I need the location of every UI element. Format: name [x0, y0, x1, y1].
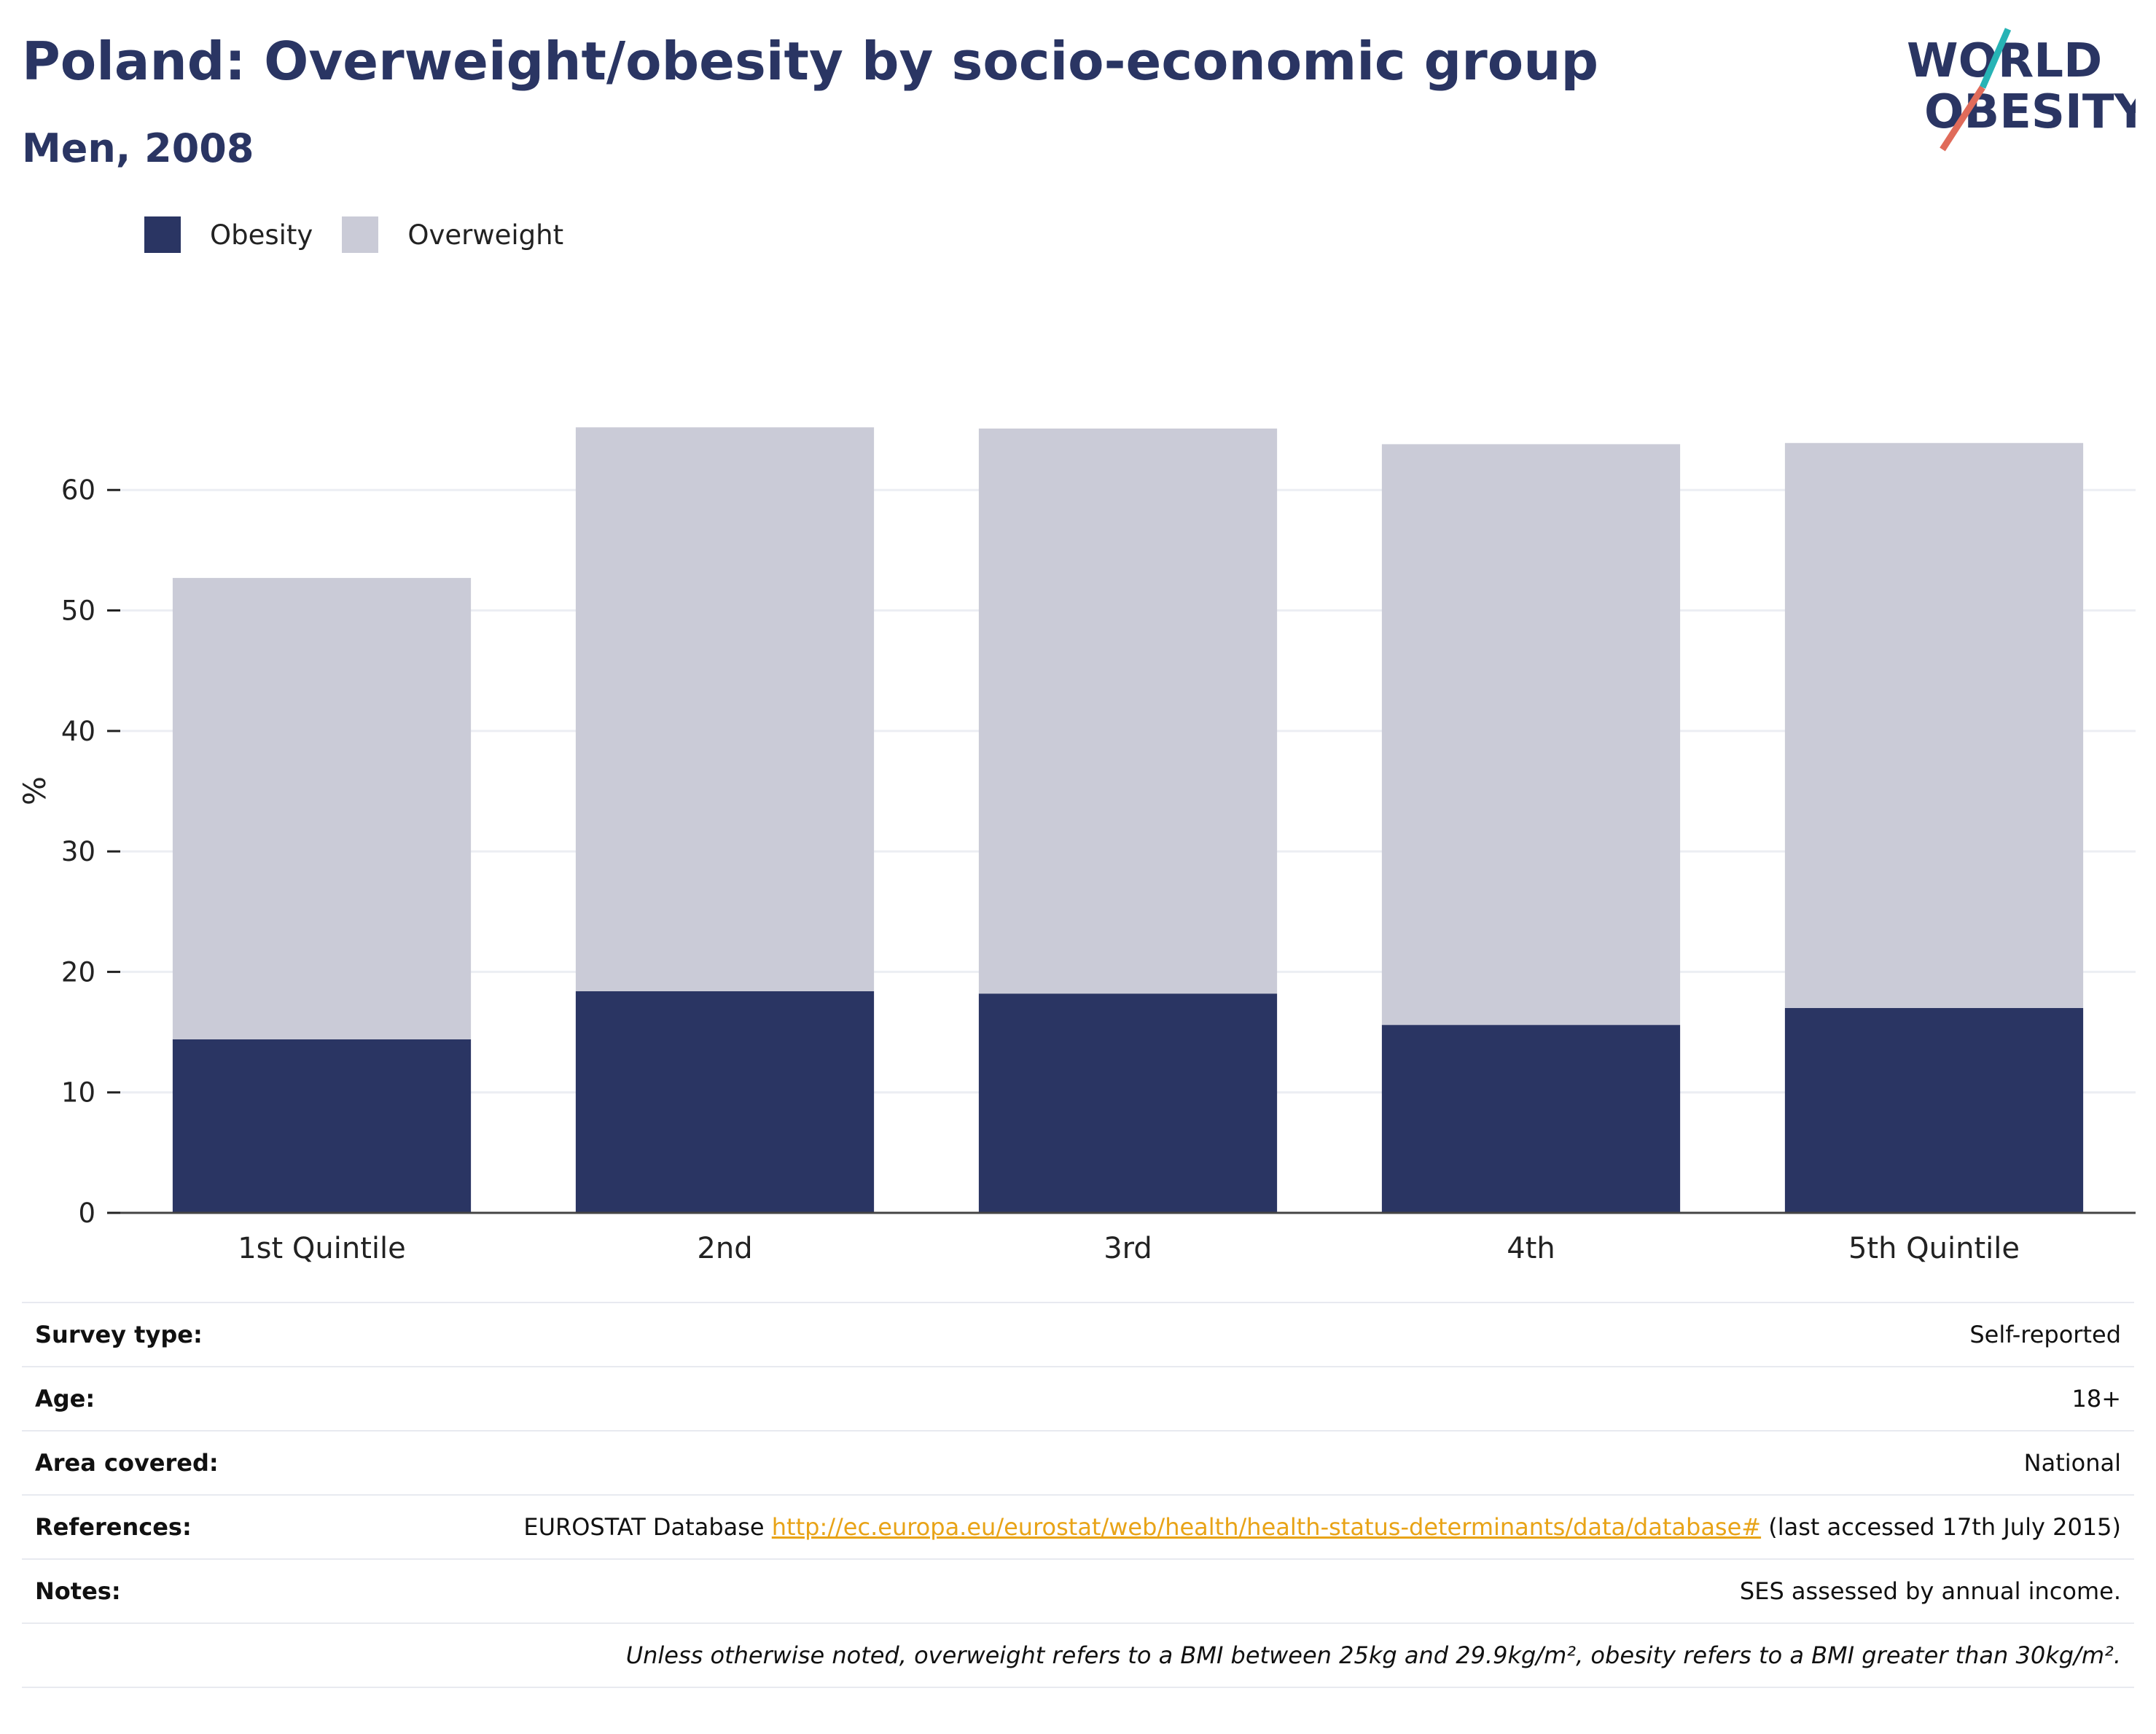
chart-title: Poland: Overweight/obesity by socio-econ…	[22, 31, 1598, 92]
bar-obesity-2	[575, 991, 875, 1213]
area-label: Area covered:	[22, 1430, 354, 1496]
references-link[interactable]: http://ec.europa.eu/eurostat/web/health/…	[771, 1513, 1762, 1541]
survey-type-value: Self-reported	[354, 1302, 2134, 1367]
y-tick-label: 0	[78, 1198, 95, 1229]
info-row-age: Age: 18+	[22, 1366, 2134, 1432]
legend-swatch-obesity	[144, 216, 181, 253]
survey-info-table: Survey type: Self-reported Age: 18+ Area…	[22, 1302, 2134, 1688]
survey-type-label: Survey type:	[22, 1302, 354, 1367]
info-row-notes: Notes: SES assessed by annual income.	[22, 1558, 2134, 1624]
info-row-survey-type: Survey type: Self-reported	[22, 1302, 2134, 1367]
x-tick-label: 4th	[1507, 1232, 1555, 1265]
info-row-footnote: Unless otherwise noted, overweight refer…	[22, 1622, 2134, 1688]
bar-overweight-2	[575, 427, 875, 991]
age-value: 18+	[354, 1366, 2134, 1432]
legend-item-overweight[interactable]: Overweight	[342, 216, 563, 253]
y-tick-label: 50	[61, 595, 95, 627]
bmi-footnote: Unless otherwise noted, overweight refer…	[354, 1622, 2134, 1688]
logo-slash-bottom	[1940, 85, 1985, 152]
bar-obesity-5	[1784, 1008, 2084, 1213]
logo-slash-top	[1979, 28, 2012, 89]
bar-overweight-5	[1784, 442, 2084, 1008]
area-value: National	[354, 1430, 2134, 1496]
bar-overweight-4	[1381, 444, 1681, 1026]
y-tick-label: 20	[61, 956, 95, 988]
x-tick-label: 5th Quintile	[1848, 1232, 2020, 1265]
chart-subtitle: Men, 2008	[22, 125, 254, 171]
notes-value: SES assessed by annual income.	[354, 1558, 2134, 1624]
references-prefix: EUROSTAT Database	[523, 1513, 772, 1541]
references-suffix: (last accessed 17th July 2015)	[1761, 1513, 2121, 1541]
chart-legend: Obesity Overweight	[144, 216, 593, 254]
x-tick-label: 3rd	[1104, 1232, 1152, 1265]
references-label: References:	[22, 1494, 354, 1560]
legend-swatch-overweight	[342, 216, 379, 253]
legend-item-obesity[interactable]: Obesity	[144, 216, 313, 253]
x-tick-label: 2nd	[697, 1232, 752, 1265]
age-label: Age:	[22, 1366, 354, 1432]
y-tick-label: 10	[61, 1077, 95, 1109]
bar-obesity-1	[172, 1039, 472, 1213]
notes-label: Notes:	[22, 1558, 354, 1624]
footnote-label-empty	[22, 1622, 354, 1688]
legend-label-overweight: Overweight	[407, 219, 564, 251]
world-obesity-logo: WORLD OBESITY	[1907, 28, 2136, 152]
bar-obesity-3	[978, 993, 1278, 1213]
legend-label-obesity: Obesity	[210, 219, 313, 251]
bar-overweight-1	[172, 577, 472, 1039]
y-tick-label: 40	[61, 716, 95, 747]
stacked-bar-chart: 0 10 20 30 40 50 60% 1st Quintile 2nd 3rd 4th 5th Q…	[17, 427, 2136, 1265]
x-tick-label: 1st Quintile	[238, 1232, 406, 1265]
bar-overweight-3	[978, 428, 1278, 994]
y-axis-label: %	[17, 776, 52, 805]
y-tick-label: 60	[61, 474, 95, 506]
references-value: EUROSTAT Database http://ec.europa.eu/eu…	[354, 1494, 2134, 1560]
info-row-references: References: EUROSTAT Database http://ec.…	[22, 1494, 2134, 1560]
logo-word-obesity: OBESITY	[1924, 85, 2136, 139]
bar-obesity-4	[1381, 1025, 1681, 1213]
info-row-area: Area covered: National	[22, 1430, 2134, 1496]
y-tick-label: 30	[61, 836, 95, 867]
